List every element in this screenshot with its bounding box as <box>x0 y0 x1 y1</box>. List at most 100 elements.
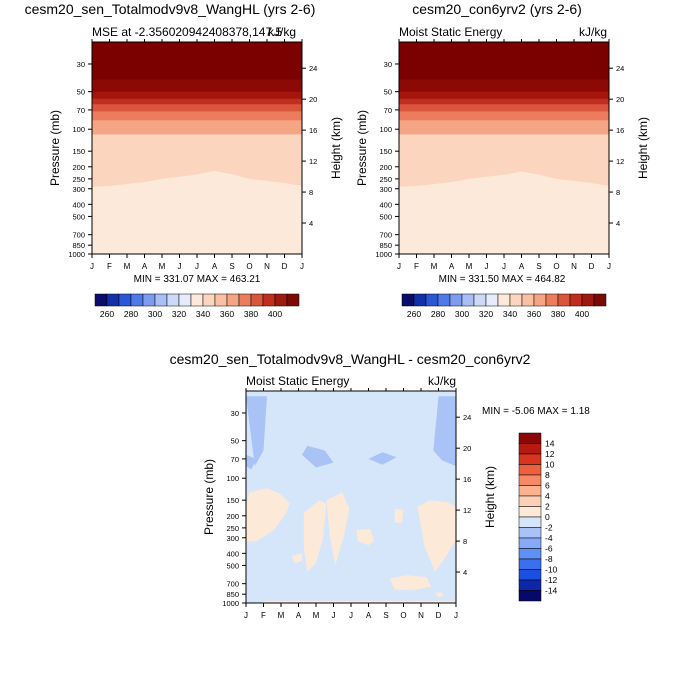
colorbar-box <box>518 453 542 465</box>
colorbar-box <box>154 293 168 307</box>
panel-2-colorbar: 260 280 300 320 340 360 380 400 <box>401 293 607 319</box>
y2-axis-title: Height (km) <box>329 117 343 179</box>
x-tick-label: N <box>571 262 577 271</box>
colorbar-box <box>250 293 264 307</box>
anomaly-region-10 <box>394 508 404 524</box>
colorbar-box <box>518 516 542 528</box>
y2-tick-label: 8 <box>463 537 467 546</box>
y-tick-label: 250 <box>226 524 239 533</box>
anomaly-region-4 <box>433 396 456 467</box>
colorbar-box <box>473 293 487 307</box>
colorbar-box <box>581 293 595 307</box>
colorbar-label: 360 <box>220 309 234 319</box>
colorbar-box <box>518 558 542 570</box>
y2-tick-label: 24 <box>463 413 471 422</box>
y-tick-label: 200 <box>72 163 85 172</box>
anomaly-region-14 <box>263 600 456 603</box>
colorbar-label: 320 <box>172 309 186 319</box>
colorbar-box <box>518 432 542 444</box>
y-tick-label: 500 <box>226 561 239 570</box>
y2-tick-label: 24 <box>309 64 317 73</box>
colorbar-label: 340 <box>503 309 517 319</box>
colorbar-box <box>518 527 542 539</box>
colorbar-label: 10 <box>545 460 555 470</box>
x-tick-label: J <box>300 262 304 271</box>
colorbar-box <box>262 293 276 307</box>
y-tick-label: 250 <box>379 175 392 184</box>
y2-tick-label: 12 <box>463 506 471 515</box>
colorbar-label: 12 <box>545 449 555 459</box>
y-tick-label: 300 <box>379 185 392 194</box>
contour-band-420 <box>92 42 302 80</box>
colorbar-label: 380 <box>244 309 258 319</box>
anomaly-region-5 <box>246 488 290 542</box>
y2-tick-label: 24 <box>616 64 624 73</box>
colorbar-box <box>518 579 542 591</box>
y2-tick-label: 12 <box>616 157 624 166</box>
colorbar-label: 340 <box>196 309 210 319</box>
y-tick-label: 50 <box>384 88 392 97</box>
y-tick-label: 70 <box>77 106 85 115</box>
colorbar-box <box>166 293 180 307</box>
y-tick-label: 400 <box>379 200 392 209</box>
panel-2-left-label: Moist Static Energy <box>399 25 502 39</box>
anomaly-region-7 <box>303 500 327 572</box>
y-tick-label: 400 <box>72 200 85 209</box>
colorbar-box <box>214 293 228 307</box>
x-tick-label: J <box>502 262 506 271</box>
x-tick-label: S <box>229 262 234 271</box>
contour-band-420 <box>399 42 609 80</box>
panel-2-right-label: kJ/kg <box>579 25 607 39</box>
anomaly-region-3 <box>368 452 397 465</box>
panel-3-title: cesm20_sen_Totalmodv9v8_WangHL - cesm20_… <box>170 351 531 367</box>
colorbar-box <box>518 506 542 518</box>
colorbar-label: -8 <box>545 554 553 564</box>
x-tick-label: J <box>397 262 401 271</box>
anomaly-region-1 <box>246 454 257 470</box>
y-tick-label: 500 <box>379 212 392 221</box>
x-tick-label: A <box>212 262 218 271</box>
colorbar-label: 400 <box>268 309 282 319</box>
colorbar-label: 0 <box>545 512 550 522</box>
panel-1-title: cesm20_sen_Totalmodv9v8_WangHL (yrs 2-6) <box>25 1 316 17</box>
colorbar-label: 280 <box>124 309 138 319</box>
y-tick-label: 70 <box>384 106 392 115</box>
colorbar-label: 14 <box>545 439 555 449</box>
x-tick-label: N <box>264 262 270 271</box>
y2-tick-label: 12 <box>309 157 317 166</box>
y-tick-label: 50 <box>77 88 85 97</box>
y-tick-label: 150 <box>226 496 239 505</box>
colorbar-box <box>521 293 535 307</box>
colorbar-box <box>413 293 427 307</box>
colorbar-box <box>461 293 475 307</box>
x-tick-label: A <box>449 262 455 271</box>
y-tick-label: 500 <box>72 212 85 221</box>
panel-2-stats: MIN = 331.50 MAX = 464.82 <box>439 274 566 285</box>
colorbar-box <box>518 548 542 560</box>
x-tick-label: J <box>332 611 336 620</box>
x-tick-label: M <box>159 262 166 271</box>
x-tick-label: F <box>414 262 419 271</box>
colorbar-label: -2 <box>545 523 553 533</box>
colorbar-box <box>238 293 252 307</box>
colorbar-box <box>485 293 499 307</box>
colorbar-box <box>497 293 511 307</box>
panel-3-stats: MIN = -5.06 MAX = 1.18 <box>482 406 590 417</box>
y-tick-label: 100 <box>379 125 392 134</box>
y-tick-label: 30 <box>231 409 239 418</box>
panel-1-right-label: kJ/kg <box>268 25 296 39</box>
x-tick-label: A <box>519 262 525 271</box>
x-tick-label: S <box>536 262 541 271</box>
y-tick-label: 150 <box>379 147 392 156</box>
y-tick-label: 700 <box>226 580 239 589</box>
colorbar-label: 380 <box>551 309 565 319</box>
x-tick-label: D <box>282 262 288 271</box>
panel-3-left-label: Moist Static Energy <box>246 374 349 388</box>
x-tick-label: J <box>454 611 458 620</box>
y-tick-label: 200 <box>226 512 239 521</box>
anomaly-region-9 <box>356 528 374 546</box>
x-tick-label: A <box>296 611 302 620</box>
